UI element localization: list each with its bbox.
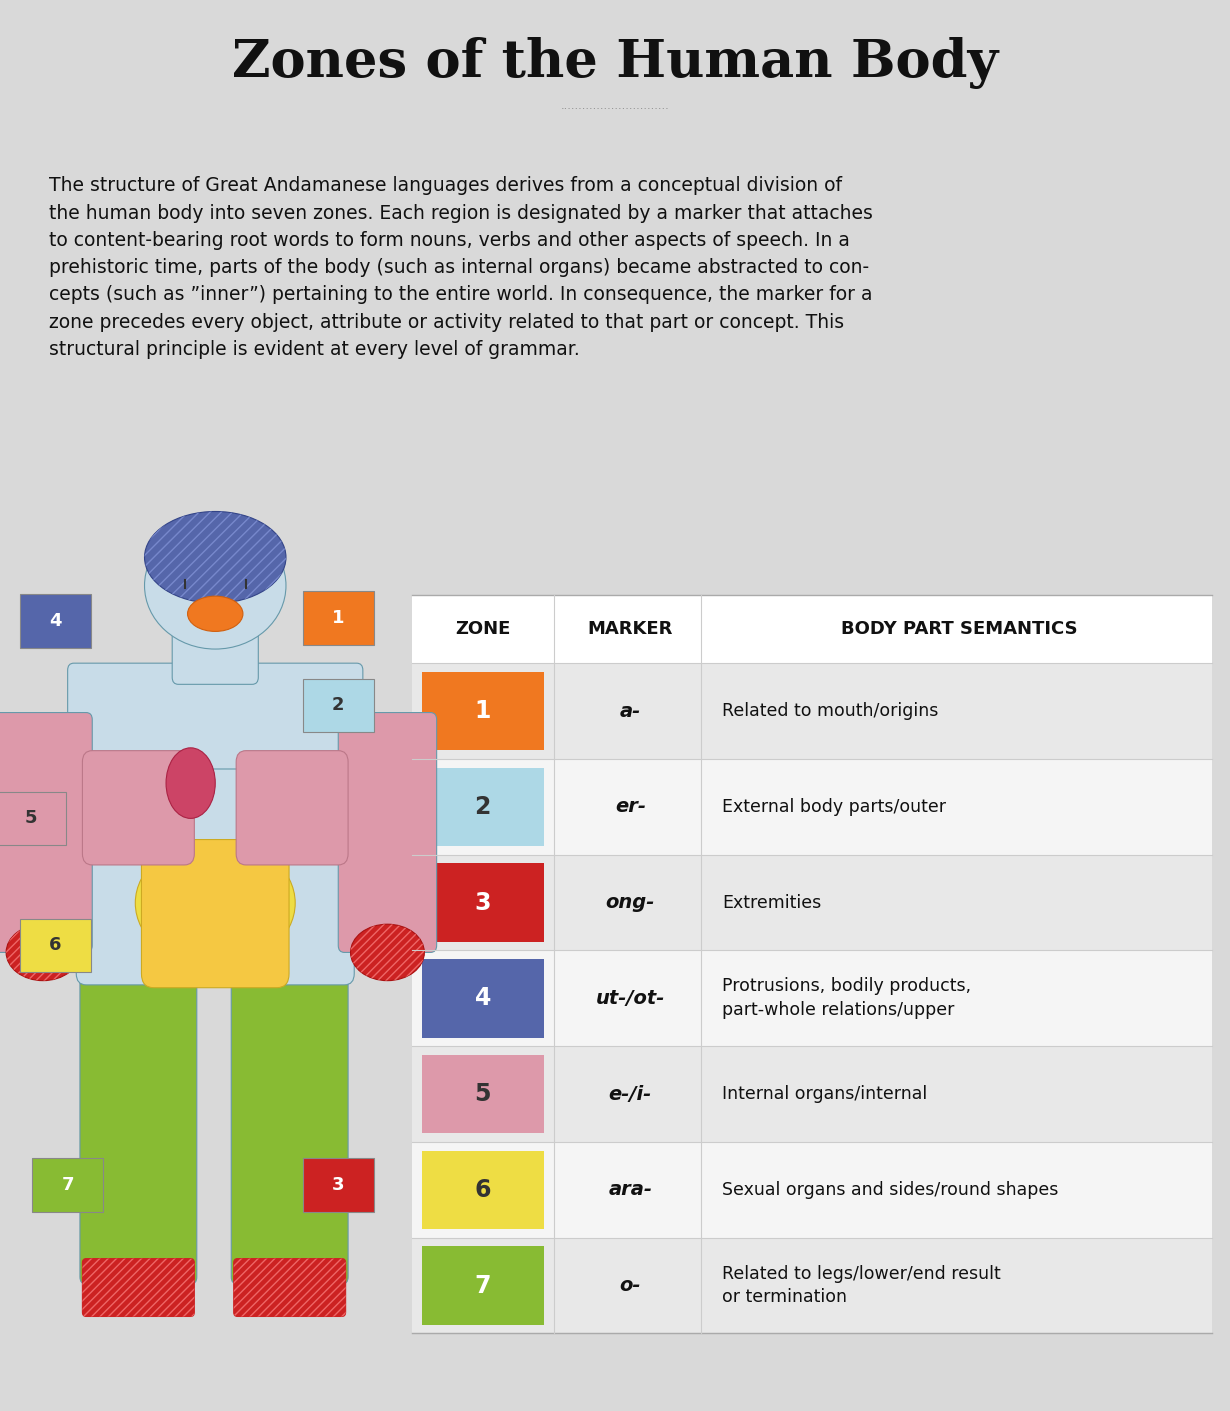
Text: 5: 5 [25, 810, 37, 827]
Bar [422, 1150, 544, 1229]
Ellipse shape [144, 522, 285, 649]
FancyBboxPatch shape [141, 840, 289, 988]
Text: 2: 2 [332, 697, 344, 714]
FancyBboxPatch shape [80, 959, 197, 1284]
Text: 3: 3 [475, 890, 491, 914]
Ellipse shape [144, 512, 285, 604]
FancyBboxPatch shape [82, 1259, 194, 1316]
Bar [412, 595, 1212, 663]
Text: 3: 3 [332, 1177, 344, 1194]
Bar [303, 1158, 374, 1212]
Ellipse shape [187, 595, 244, 632]
Text: er-: er- [615, 797, 646, 817]
FancyBboxPatch shape [172, 614, 258, 684]
Ellipse shape [135, 840, 295, 967]
Text: Related to legs/lower/end result
or termination: Related to legs/lower/end result or term… [722, 1264, 1001, 1307]
Text: Sexual organs and sides/round shapes: Sexual organs and sides/round shapes [722, 1181, 1058, 1199]
FancyBboxPatch shape [236, 751, 348, 865]
Ellipse shape [6, 924, 80, 981]
Bar [412, 951, 1212, 1046]
Text: o-: o- [620, 1276, 641, 1295]
Text: 7: 7 [475, 1274, 491, 1298]
Text: 4: 4 [475, 986, 491, 1010]
Bar [25, 600, 406, 1340]
Bar [412, 1237, 1212, 1333]
Bar [412, 759, 1212, 855]
FancyBboxPatch shape [76, 729, 354, 985]
Bar [32, 1158, 103, 1212]
Text: 2: 2 [475, 794, 491, 818]
Text: 5: 5 [475, 1082, 491, 1106]
Text: 7: 7 [62, 1177, 74, 1194]
Ellipse shape [351, 924, 424, 981]
Bar [422, 768, 544, 847]
Text: Protrusions, bodily products,
part-whole relations/upper: Protrusions, bodily products, part-whole… [722, 978, 972, 1019]
Bar [412, 1141, 1212, 1237]
Bar [422, 672, 544, 751]
Bar [422, 1055, 544, 1133]
Bar [20, 594, 91, 648]
FancyBboxPatch shape [231, 959, 348, 1284]
Text: The structure of Great Andamanese languages derives from a conceptual division o: The structure of Great Andamanese langua… [49, 176, 873, 358]
Text: ut-/ot-: ut-/ot- [595, 989, 665, 1007]
Text: e-/i-: e-/i- [609, 1085, 652, 1103]
Text: 6: 6 [49, 937, 62, 954]
Text: 4: 4 [49, 612, 62, 629]
Text: 6: 6 [475, 1178, 491, 1202]
Text: Internal organs/internal: Internal organs/internal [722, 1085, 927, 1103]
Text: a-: a- [620, 701, 641, 721]
FancyBboxPatch shape [68, 663, 363, 769]
Ellipse shape [166, 748, 215, 818]
Text: Extremities: Extremities [722, 893, 822, 912]
Bar [0, 792, 66, 845]
Bar [412, 1046, 1212, 1141]
Text: ara-: ara- [609, 1180, 652, 1199]
Text: MARKER: MARKER [588, 621, 673, 638]
Bar [412, 663, 1212, 759]
Bar [422, 1246, 544, 1325]
Bar [20, 919, 91, 972]
Bar [412, 595, 1212, 1333]
Text: ZONE: ZONE [455, 621, 510, 638]
Bar [412, 855, 1212, 951]
Bar [422, 959, 544, 1037]
Text: Related to mouth/origins: Related to mouth/origins [722, 703, 938, 720]
Bar [422, 864, 544, 941]
FancyBboxPatch shape [234, 1259, 346, 1316]
FancyBboxPatch shape [338, 713, 437, 952]
Bar [303, 679, 374, 732]
Text: ..............................: .............................. [561, 100, 669, 111]
FancyBboxPatch shape [82, 751, 194, 865]
Text: ong-: ong- [605, 893, 656, 912]
Text: Zones of the Human Body: Zones of the Human Body [232, 38, 998, 89]
Text: 1: 1 [332, 610, 344, 626]
Bar [303, 591, 374, 645]
Text: 1: 1 [475, 698, 491, 722]
FancyBboxPatch shape [0, 713, 92, 952]
Text: External body parts/outer: External body parts/outer [722, 797, 946, 816]
Text: BODY PART SEMANTICS: BODY PART SEMANTICS [841, 621, 1077, 638]
